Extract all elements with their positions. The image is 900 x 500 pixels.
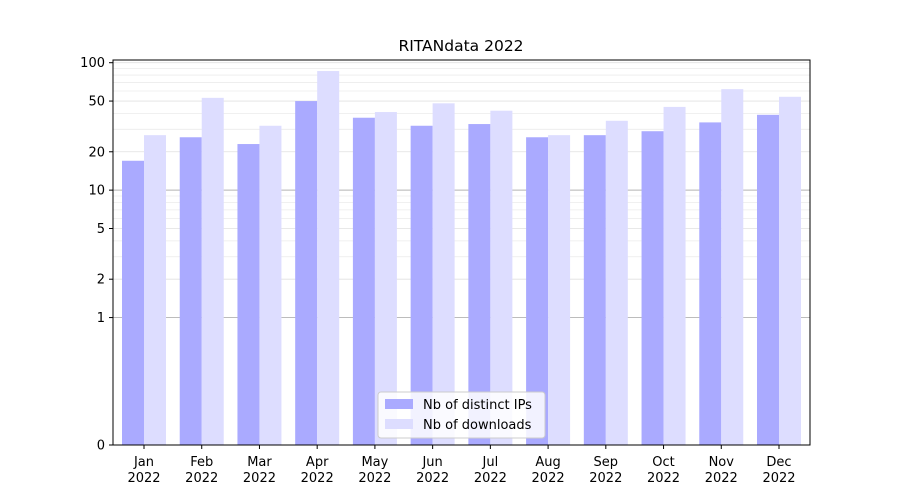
bar-downloads (605, 120, 628, 445)
x-tick-label: Jul 2022 (474, 455, 507, 486)
bar-downloads (259, 125, 282, 446)
bar-distinct-ips (526, 137, 549, 445)
chart-title: RITANdata 2022 (398, 37, 523, 55)
bar-distinct-ips (757, 114, 779, 445)
y-tick-label: 10 (88, 184, 105, 199)
bar-distinct-ips (468, 124, 491, 445)
bar-distinct-ips (352, 117, 375, 446)
plot-frame (112, 59, 811, 446)
bar-downloads (201, 97, 224, 446)
bar-downloads (721, 89, 744, 445)
bar-distinct-ips (295, 101, 318, 445)
y-tick-label: 0 (97, 439, 105, 454)
bar-distinct-ips (237, 144, 260, 445)
y-tick-label: 5 (97, 222, 105, 237)
bar-distinct-ips (122, 160, 144, 446)
x-tick-label: Jan 2022 (127, 455, 160, 486)
grid-lines (113, 62, 810, 319)
y-tick-label: 20 (88, 145, 105, 160)
x-tick-label: Oct 2022 (647, 455, 680, 486)
x-tick-label: Aug 2022 (532, 455, 565, 486)
y-tick-label: 50 (88, 95, 105, 110)
x-tick-label: May 2022 (358, 455, 391, 486)
bar-distinct-ips (699, 122, 722, 445)
y-tick-label: 100 (80, 56, 105, 71)
bar-downloads (663, 106, 686, 445)
legend-swatch (385, 399, 413, 409)
bar-distinct-ips (410, 125, 433, 446)
bar-downloads (490, 110, 513, 446)
y-tick-label: 2 (97, 273, 105, 288)
bar-distinct-ips (583, 135, 606, 445)
x-tick-label: Apr 2022 (301, 455, 334, 486)
legend-swatch (385, 419, 413, 429)
x-tick-label: Feb 2022 (185, 455, 218, 486)
bar-downloads (779, 96, 801, 445)
y-tick-label: 1 (97, 311, 105, 326)
x-tick-label: Jun 2022 (416, 455, 449, 486)
x-tick-label: Sep 2022 (589, 455, 622, 486)
x-tick-label: Dec 2022 (762, 455, 795, 486)
bar-downloads (144, 135, 166, 445)
axes: 0 1 2 5 10 20 50 100 Jan 2022 Feb 2022 Mar 2022 Apr 202… (80, 56, 795, 486)
bar-downloads (548, 135, 571, 445)
bar-downloads (317, 71, 340, 445)
legend-label: Nb of distinct IPs (423, 398, 532, 413)
x-tick-label: Mar 2022 (243, 455, 276, 486)
bar-downloads (432, 103, 455, 446)
legend: Nb of distinct IPs Nb of downloads (377, 391, 546, 439)
legend-label: Nb of downloads (423, 418, 532, 433)
bar-distinct-ips (641, 131, 664, 445)
bars (122, 71, 801, 446)
bar-distinct-ips (179, 137, 202, 445)
x-tick-label: Nov 2022 (705, 455, 738, 486)
bar-downloads (374, 112, 397, 445)
legend-box (377, 391, 546, 439)
